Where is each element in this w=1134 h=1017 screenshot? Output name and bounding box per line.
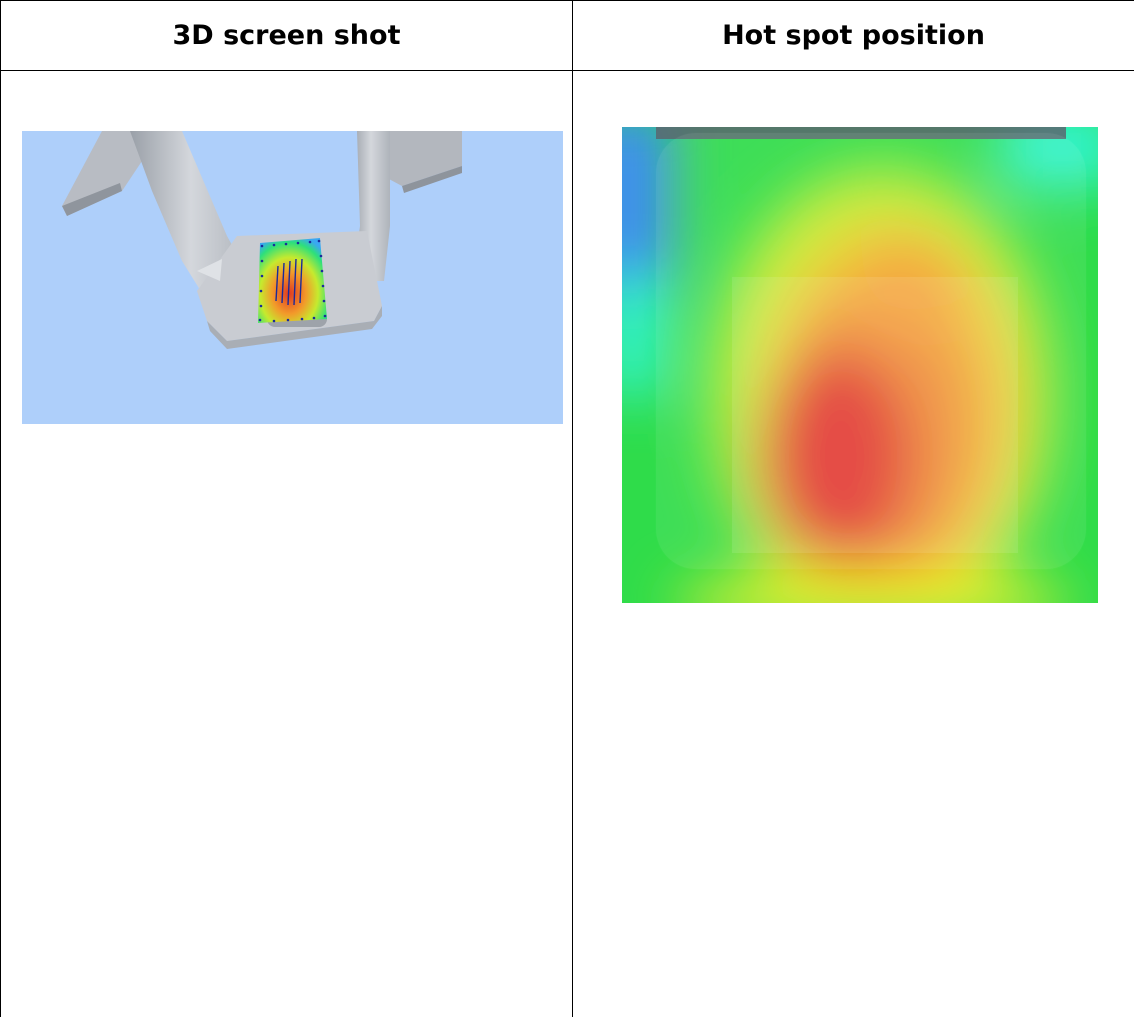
3d-screenshot-image [22,131,563,424]
left-flange [62,131,162,216]
plate-outline [656,133,1086,569]
inner-square [732,277,1018,553]
table-header-divider [0,70,1134,71]
header-3d-screenshot: 3D screen shot [172,19,401,51]
hot-spot-heatmap-image [622,127,1098,603]
table-left-border [0,0,1,1017]
plate-top-edge [656,127,1066,139]
header-hot-spot-position: Hot spot position [722,19,985,51]
sensor-points [258,239,327,323]
heat-patch [258,238,327,323]
table-column-divider [572,0,573,1017]
sensor-vectors [275,258,303,306]
small-fin [197,259,222,281]
right-flange [374,131,462,186]
table-top-border [0,0,1134,1]
